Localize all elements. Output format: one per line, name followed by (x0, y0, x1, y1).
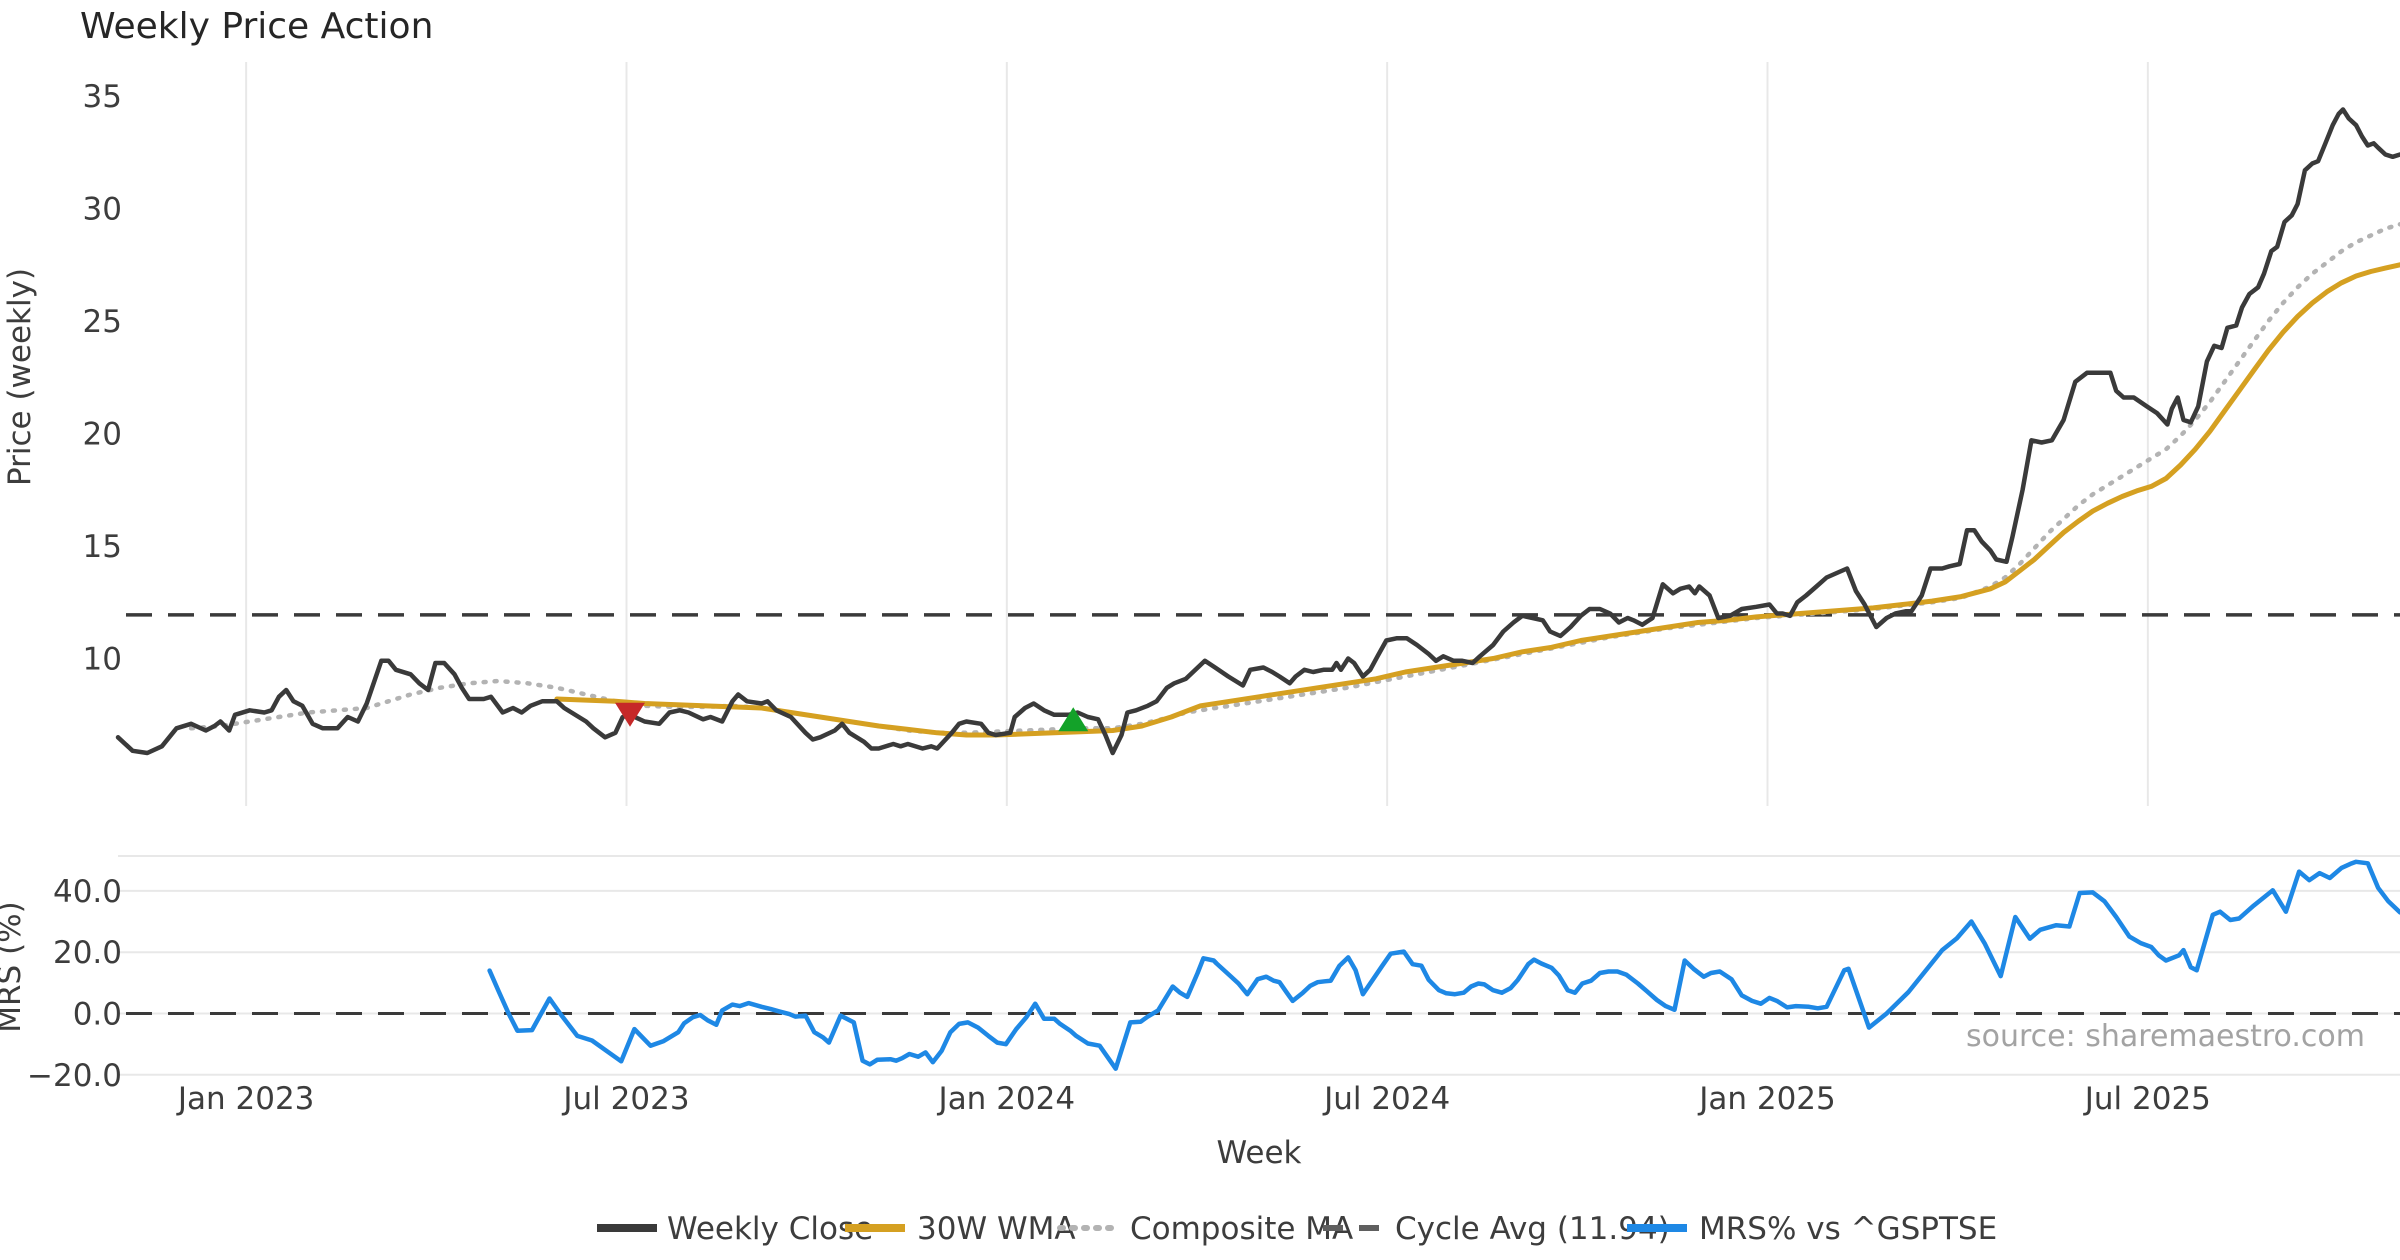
xtick-jul-2023: Jul 2023 (561, 1081, 689, 1117)
price-ytick-20: 20 (83, 417, 122, 453)
chart-title: Weekly Price Action (80, 6, 433, 47)
y-axis-label-mrs: MRS (%) (0, 901, 28, 1032)
mrs-ytick-40: 40.0 (53, 874, 122, 910)
price-ytick-30: 30 (83, 192, 122, 228)
x-axis-label: Week (1217, 1135, 1302, 1171)
legend: Weekly Close 30W WMA Composite MA Cycle Avg… (597, 1211, 1997, 1247)
price-ytick-25: 25 (83, 304, 122, 340)
xtick-jul-2025: Jul 2025 (2083, 1081, 2211, 1117)
mrs-line (487, 859, 2400, 1071)
source-note: source: sharemaestro.com (1966, 1019, 2365, 1054)
mrs-ytick-0: 0.0 (73, 997, 122, 1033)
price-ytick-15: 15 (83, 529, 122, 565)
buy-signal-marker (1058, 707, 1089, 732)
mrs-ytick-20: 20.0 (53, 935, 122, 971)
legend-label: 30W WMA (917, 1211, 1076, 1247)
wma-30w-line (554, 262, 2400, 738)
legend-item-mrs-vs-gsptse: MRS% vs ^GSPTSE (1627, 1211, 1997, 1247)
composite-ma-line (188, 222, 2400, 736)
xtick-jan-2025: Jan 2025 (1697, 1081, 1836, 1117)
series-layer (115, 107, 2400, 1071)
legend-item-composite-ma: Composite MA (1057, 1211, 1353, 1247)
legend-item-30w-wma: 30W WMA (845, 1211, 1076, 1247)
weekly-close-line (115, 107, 2400, 756)
xtick-jan-2023: Jan 2023 (176, 1081, 315, 1117)
legend-item-cycle-avg-11-94-: Cycle Avg (11.94) (1323, 1211, 1670, 1247)
sell-signal-marker (614, 702, 645, 727)
legend-label: Composite MA (1130, 1211, 1353, 1247)
tick-layer: 35 30 25 20 15 10 40.0 20.0 0.0 −20.0 Jan 2023 Jul … (27, 79, 2211, 1117)
mrs-ytick--20: −20.0 (27, 1058, 122, 1094)
price-ytick-10: 10 (83, 642, 122, 678)
xtick-jul-2024: Jul 2024 (1322, 1081, 1450, 1117)
legend-label: Cycle Avg (11.94) (1395, 1211, 1670, 1247)
grid-layer (118, 62, 2400, 1076)
xtick-jan-2024: Jan 2024 (937, 1081, 1076, 1117)
legend-label: MRS% vs ^GSPTSE (1699, 1211, 1997, 1247)
legend-label: Weekly Close (667, 1211, 873, 1247)
legend-item-weekly-close: Weekly Close (597, 1211, 873, 1247)
y-axis-label-price: Price (weekly) (2, 268, 38, 486)
price-ytick-35: 35 (83, 79, 122, 115)
